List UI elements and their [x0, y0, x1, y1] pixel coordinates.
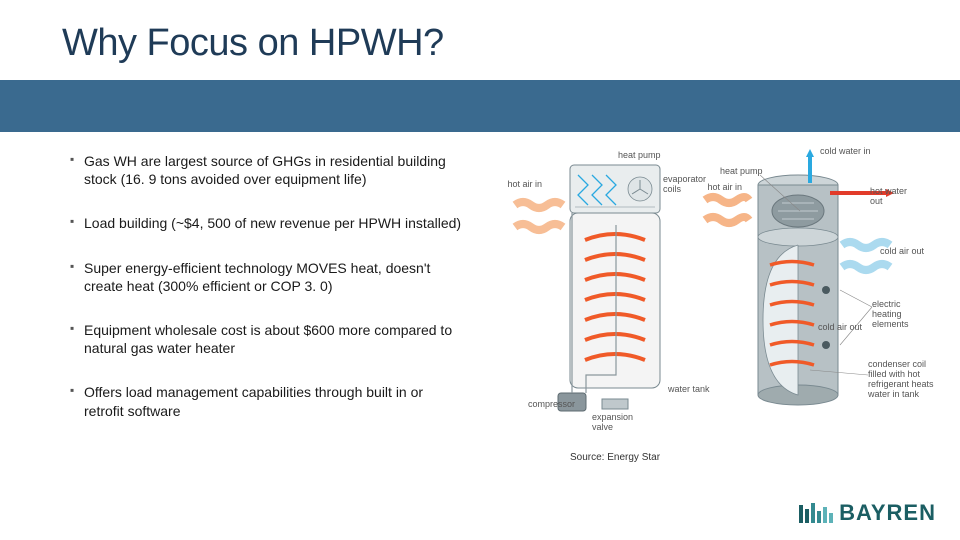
- diagram-label: cold air out: [880, 247, 928, 257]
- diagram-label: cold air out: [818, 323, 866, 333]
- diagram-label: expansion valve: [592, 413, 652, 433]
- source-text: Source: Energy Star: [570, 452, 660, 463]
- bullet-list: Gas WH are largest source of GHGs in res…: [70, 152, 465, 446]
- logo-text: BAYREN: [839, 500, 936, 526]
- diagram-label: electric heating elements: [872, 300, 932, 330]
- diagram-label: cold water in: [820, 147, 871, 157]
- bullet-item: Load building (~$4, 500 of new revenue p…: [70, 214, 465, 232]
- header-bar: [0, 80, 960, 132]
- diagram-label: hot air in: [502, 180, 542, 190]
- diagram-label: compressor: [528, 400, 575, 410]
- hpwh-diagram: hot air in heat pump evaporator coils co…: [510, 145, 910, 435]
- diagram-label: heat pump: [720, 167, 763, 177]
- diagram-label: hot air in: [702, 183, 742, 193]
- bayren-logo: BAYREN: [799, 500, 936, 526]
- bullet-item: Gas WH are largest source of GHGs in res…: [70, 152, 465, 188]
- diagram-label: heat pump: [618, 151, 661, 161]
- diagram-label: water tank: [668, 385, 710, 395]
- diagram-label: condenser coil filled with hot refrigera…: [868, 360, 938, 400]
- diagram-label: hot water out: [870, 187, 920, 207]
- page-title: Why Focus on HPWH?: [62, 22, 444, 65]
- bullet-item: Offers load management capabilities thro…: [70, 383, 465, 419]
- bullet-item: Equipment wholesale cost is about $600 m…: [70, 321, 465, 357]
- logo-bars-icon: [799, 503, 833, 523]
- bullet-item: Super energy-efficient technology MOVES …: [70, 259, 465, 295]
